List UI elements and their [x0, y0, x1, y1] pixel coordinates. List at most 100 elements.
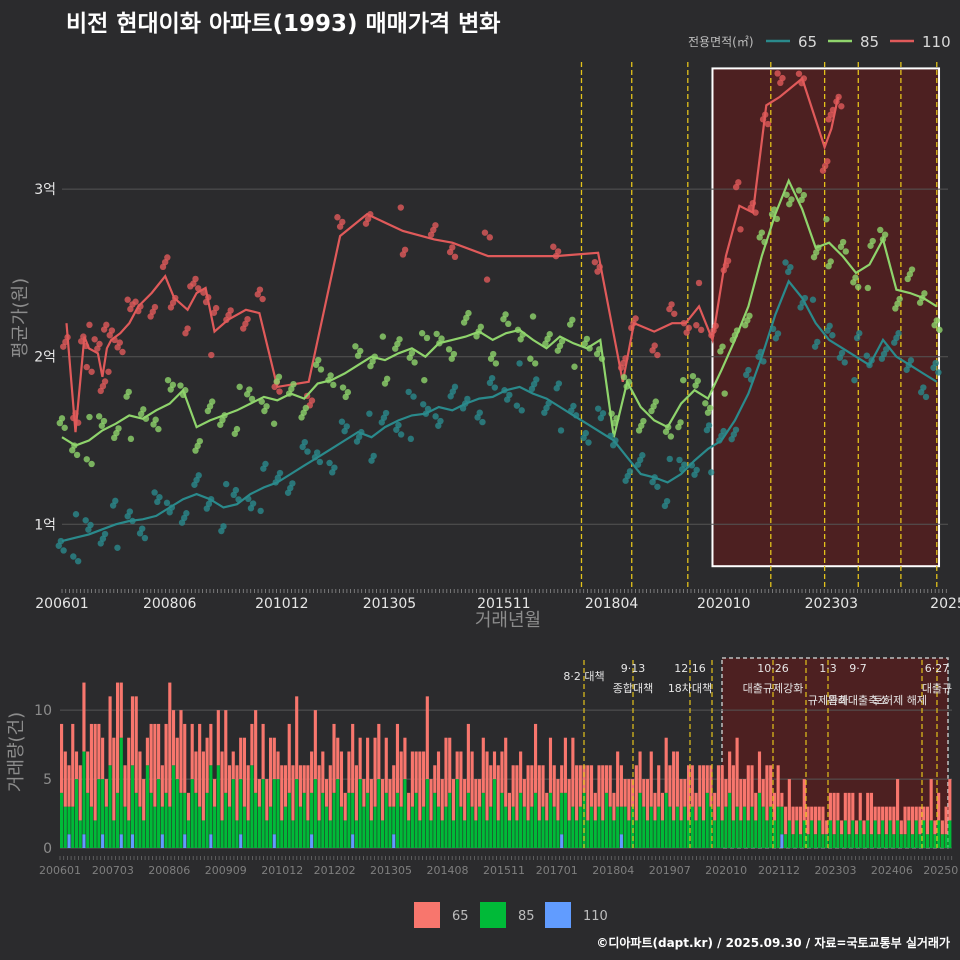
volume-bar-85 — [82, 751, 86, 835]
scatter-point-85 — [169, 381, 177, 389]
volume-x-tick: 200806 — [148, 864, 190, 877]
volume-bar-65 — [63, 751, 67, 807]
scatter-point-85 — [667, 433, 675, 440]
volume-bar-85 — [78, 820, 82, 848]
scatter-point-110 — [697, 326, 705, 334]
volume-bar-65 — [784, 806, 788, 835]
scatter-point-85 — [881, 231, 889, 238]
scatter-point-110 — [671, 310, 678, 317]
scatter-point-85 — [527, 355, 534, 362]
volume-bar-65 — [847, 792, 851, 835]
volume-bar-65 — [675, 751, 679, 807]
volume-bar-65 — [754, 792, 758, 821]
volume-bar-65 — [362, 779, 366, 807]
volume-bar-65 — [82, 682, 86, 752]
volume-bar-65 — [399, 751, 403, 807]
volume-bar-85 — [772, 820, 776, 848]
volume-bar-85 — [235, 820, 239, 848]
volume-x-tick: 201012 — [261, 864, 303, 877]
volume-bar-65 — [440, 779, 444, 821]
volume-bar-85 — [925, 834, 930, 848]
volume-bar-85 — [190, 779, 194, 848]
volume-bar-85 — [683, 806, 687, 848]
volume-bar-65 — [694, 792, 698, 821]
scatter-point-110 — [654, 351, 661, 359]
scatter-point-85 — [823, 216, 830, 223]
volume-bar-85 — [817, 820, 821, 848]
volume-bar-85 — [757, 792, 762, 848]
scatter-point-65 — [782, 259, 789, 266]
volume-y-axis-title: 거래량(건) — [6, 712, 27, 792]
volume-bar-65 — [205, 737, 209, 793]
legend-label-110: 110 — [922, 33, 951, 51]
scatter-point-65 — [666, 455, 673, 463]
scatter-point-85 — [155, 425, 162, 433]
volume-bar-85 — [373, 806, 377, 848]
scatter-point-85 — [418, 330, 426, 337]
volume-bar-65 — [918, 806, 922, 835]
volume-bar-85 — [463, 820, 467, 848]
volume-bar-85 — [448, 792, 452, 848]
volume-bar-110 — [272, 834, 276, 848]
scatter-point-65 — [488, 374, 496, 382]
scatter-point-85 — [95, 413, 103, 420]
scatter-point-65 — [370, 452, 377, 460]
volume-bar-85 — [571, 806, 575, 848]
volume-bar-85 — [496, 820, 500, 848]
volume-bar-85 — [392, 806, 396, 835]
volume-bar-110 — [780, 834, 784, 848]
volume-bar-85 — [157, 779, 161, 848]
scatter-point-110 — [632, 315, 639, 322]
scatter-point-65 — [382, 409, 390, 417]
volume-bar-85 — [765, 820, 769, 848]
volume-bar-85 — [250, 765, 254, 848]
volume-bar-65 — [925, 806, 930, 835]
volume-x-tick: 202112 — [758, 864, 800, 877]
volume-bar-65 — [742, 779, 747, 807]
volume-bar-65 — [295, 696, 299, 780]
volume-bar-65 — [728, 751, 732, 793]
volume-bar-85 — [881, 820, 885, 848]
scatter-point-110 — [184, 325, 191, 332]
volume-bar-85 — [287, 792, 291, 848]
volume-bar-65 — [899, 820, 903, 835]
volume-bar-65 — [425, 696, 429, 780]
volume-bar-65 — [892, 806, 896, 835]
series-line-65 — [61, 279, 938, 543]
scatter-point-65 — [895, 330, 902, 337]
volume-bar-85 — [481, 792, 485, 848]
volume-x-tick: 201701 — [536, 864, 578, 877]
volume-bar-65 — [216, 710, 220, 766]
scatter-point-65 — [395, 421, 402, 429]
volume-bar-65 — [776, 765, 780, 807]
volume-bar-65 — [377, 723, 381, 780]
volume-bar-85 — [422, 806, 426, 848]
volume-legend-label-65: 65 — [452, 909, 469, 924]
scatter-point-85 — [433, 330, 440, 338]
volume-bar-85 — [451, 820, 456, 848]
volume-bar-110 — [183, 834, 187, 848]
annotation-label: 대출규 — [922, 682, 952, 695]
volume-x-tick: 200703 — [92, 864, 134, 877]
volume-bar-65 — [832, 792, 836, 835]
scatter-point-110 — [401, 246, 409, 253]
volume-bar-85 — [298, 806, 302, 848]
scatter-point-65 — [922, 393, 930, 401]
scatter-point-110 — [119, 348, 126, 356]
volume-bar-65 — [422, 751, 426, 807]
scatter-point-65 — [222, 480, 230, 488]
volume-bar-110 — [619, 834, 623, 848]
scatter-point-65 — [599, 410, 607, 417]
volume-bar-85 — [526, 820, 530, 848]
volume-bar-85 — [888, 820, 892, 848]
scatter-point-65 — [516, 360, 523, 367]
volume-bar-65 — [772, 792, 776, 821]
scatter-point-65 — [156, 493, 163, 501]
volume-bar-85 — [347, 792, 351, 848]
scatter-point-65 — [232, 486, 240, 494]
volume-bar-85 — [754, 820, 758, 848]
scatter-point-65 — [195, 472, 202, 479]
volume-x-tick: 202303 — [814, 864, 856, 877]
y-axis-title: 평균가(원) — [10, 278, 31, 358]
scatter-point-85 — [783, 191, 790, 198]
